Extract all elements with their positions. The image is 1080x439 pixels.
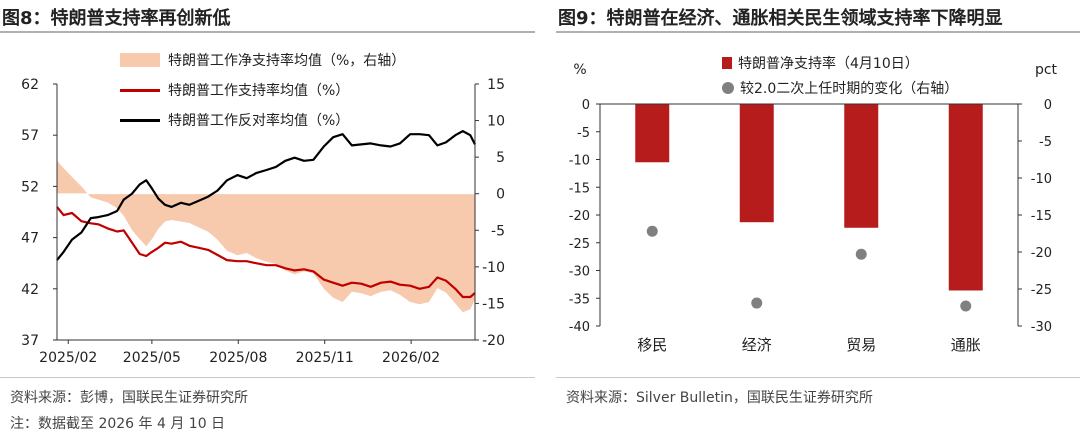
right-figure-title: 图9：特朗普在经济、通胀相关民生领域支持率下降明显 (558, 8, 1003, 29)
x-category-label: 贸易 (846, 336, 876, 354)
y-left-tick-label: 52 (21, 179, 39, 195)
x-tick-label: 2025/05 (123, 350, 181, 366)
y-left-tick-label: 42 (21, 282, 39, 298)
legend-swatch-line (120, 118, 160, 122)
legend-item-change-dot: 较2.0二次上任时期的变化（右轴） (722, 78, 958, 98)
issue-approval-bar-chart: % pct 移民 经济 贸易 通胀 0 -5 -10 -15 -20 -25 -30 -35 -40 0 -5 -… (569, 62, 1058, 354)
y-right-tick-label: -15 (1031, 209, 1052, 224)
legend-label: 特朗普净支持率（4月10日） (738, 56, 919, 72)
x-tick-label: 2025/02 (39, 350, 97, 366)
legend-swatch-area (120, 53, 160, 67)
legend-item-approval: 特朗普工作支持率均值（%） (120, 80, 349, 100)
y-right-tick-label: 0 (1044, 98, 1052, 113)
net-approval-bar (948, 104, 983, 291)
x-tick-label: 2025/11 (296, 350, 354, 366)
left-note-text: 注：数据截至 2026 年 4 月 10 日 (10, 416, 226, 432)
y-right-tick-label: -10 (482, 260, 505, 276)
y-right-unit: pct (1035, 62, 1058, 78)
y-left-tick-label: -5 (577, 126, 590, 141)
y-right-tick-label: -20 (1031, 246, 1052, 261)
y-left-tick-label: 0 (582, 98, 590, 113)
y-left-tick-label: -40 (569, 320, 590, 335)
y-left-unit: % (573, 62, 586, 78)
net-approval-bar (739, 104, 774, 223)
y-left-tick-label: 62 (21, 77, 39, 93)
change-dot (646, 225, 658, 237)
y-right-tick-label: -25 (1031, 283, 1052, 298)
y-right-tick-label: -15 (482, 296, 505, 312)
y-left-tick-label: -25 (569, 237, 590, 252)
x-category-label: 通胀 (951, 336, 981, 354)
left-figure-panel: 图8：特朗普支持率再创新低 37 42 47 52 57 62 -20 -15 -10 -5 0 5 1… (0, 0, 535, 439)
legend-item-disapproval: 特朗普工作反对率均值（%） (120, 110, 349, 130)
legend-label: 特朗普工作净支持率均值（%，右轴） (168, 53, 406, 69)
y-right-tick-label: -20 (482, 333, 505, 349)
net-approval-bar (635, 104, 670, 163)
y-left-tick-label: 47 (21, 231, 39, 247)
legend-swatch-bar (722, 57, 732, 69)
y-right-tick-label: 15 (487, 77, 505, 93)
left-title-divider (0, 31, 535, 33)
legend-item-net-approval: 特朗普工作净支持率均值（%，右轴） (120, 50, 405, 70)
y-left-tick-label: 37 (21, 333, 39, 349)
right-figure-panel: 图9：特朗普在经济、通胀相关民生领域支持率下降明显 % pct 移民 经济 贸易 通胀 0 -… (556, 0, 1080, 439)
y-right-tick-label: 5 (496, 150, 505, 166)
y-left-tick-label: -15 (569, 181, 590, 196)
legend-item-net-approval-bar: 特朗普净支持率（4月10日） (722, 53, 919, 73)
y-right-tick-label: 10 (487, 114, 505, 130)
legend-label: 特朗普工作支持率均值（%） (168, 83, 350, 99)
legend-swatch-line (120, 88, 160, 92)
legend-label: 特朗普工作反对率均值（%） (168, 113, 350, 129)
legend-swatch-dot (722, 82, 734, 94)
left-source-text: 资料来源：彭博，国联民生证券研究所 (10, 390, 248, 406)
right-source-divider (556, 377, 1080, 378)
disapproval-line (56, 130, 476, 261)
net-approval-area (57, 160, 475, 313)
approval-line (56, 206, 476, 299)
right-title-divider (556, 31, 1080, 33)
y-left-tick-label: -35 (569, 292, 590, 307)
left-source-divider (0, 377, 535, 378)
change-dot (960, 300, 972, 312)
y-left-tick-label: -30 (569, 265, 590, 280)
x-category-label: 移民 (637, 336, 667, 354)
x-category-label: 经济 (742, 336, 772, 354)
approval-line-chart: 37 42 47 52 57 62 -20 -15 -10 -5 0 5 10 15 2025/02 2025… (21, 77, 505, 366)
y-left-tick-label: -20 (569, 209, 590, 224)
change-dot (751, 297, 763, 309)
left-figure-title: 图8：特朗普支持率再创新低 (2, 8, 231, 29)
y-left-tick-label: -10 (569, 154, 590, 169)
y-left-tick-label: 57 (21, 128, 39, 144)
x-tick-label: 2025/08 (209, 350, 267, 366)
y-right-tick-label: -30 (1031, 320, 1052, 335)
net-approval-bar (844, 104, 879, 228)
change-dot (855, 248, 867, 260)
x-tick-label: 2026/02 (382, 350, 440, 366)
y-right-tick-label: -5 (1039, 135, 1052, 150)
y-right-tick-label: 0 (496, 187, 505, 203)
legend-label: 较2.0二次上任时期的变化（右轴） (740, 81, 959, 97)
y-right-tick-label: -10 (1031, 172, 1052, 187)
y-right-tick-label: -5 (491, 223, 505, 239)
right-source-text: 资料来源：Silver Bulletin，国联民生证券研究所 (566, 390, 873, 406)
